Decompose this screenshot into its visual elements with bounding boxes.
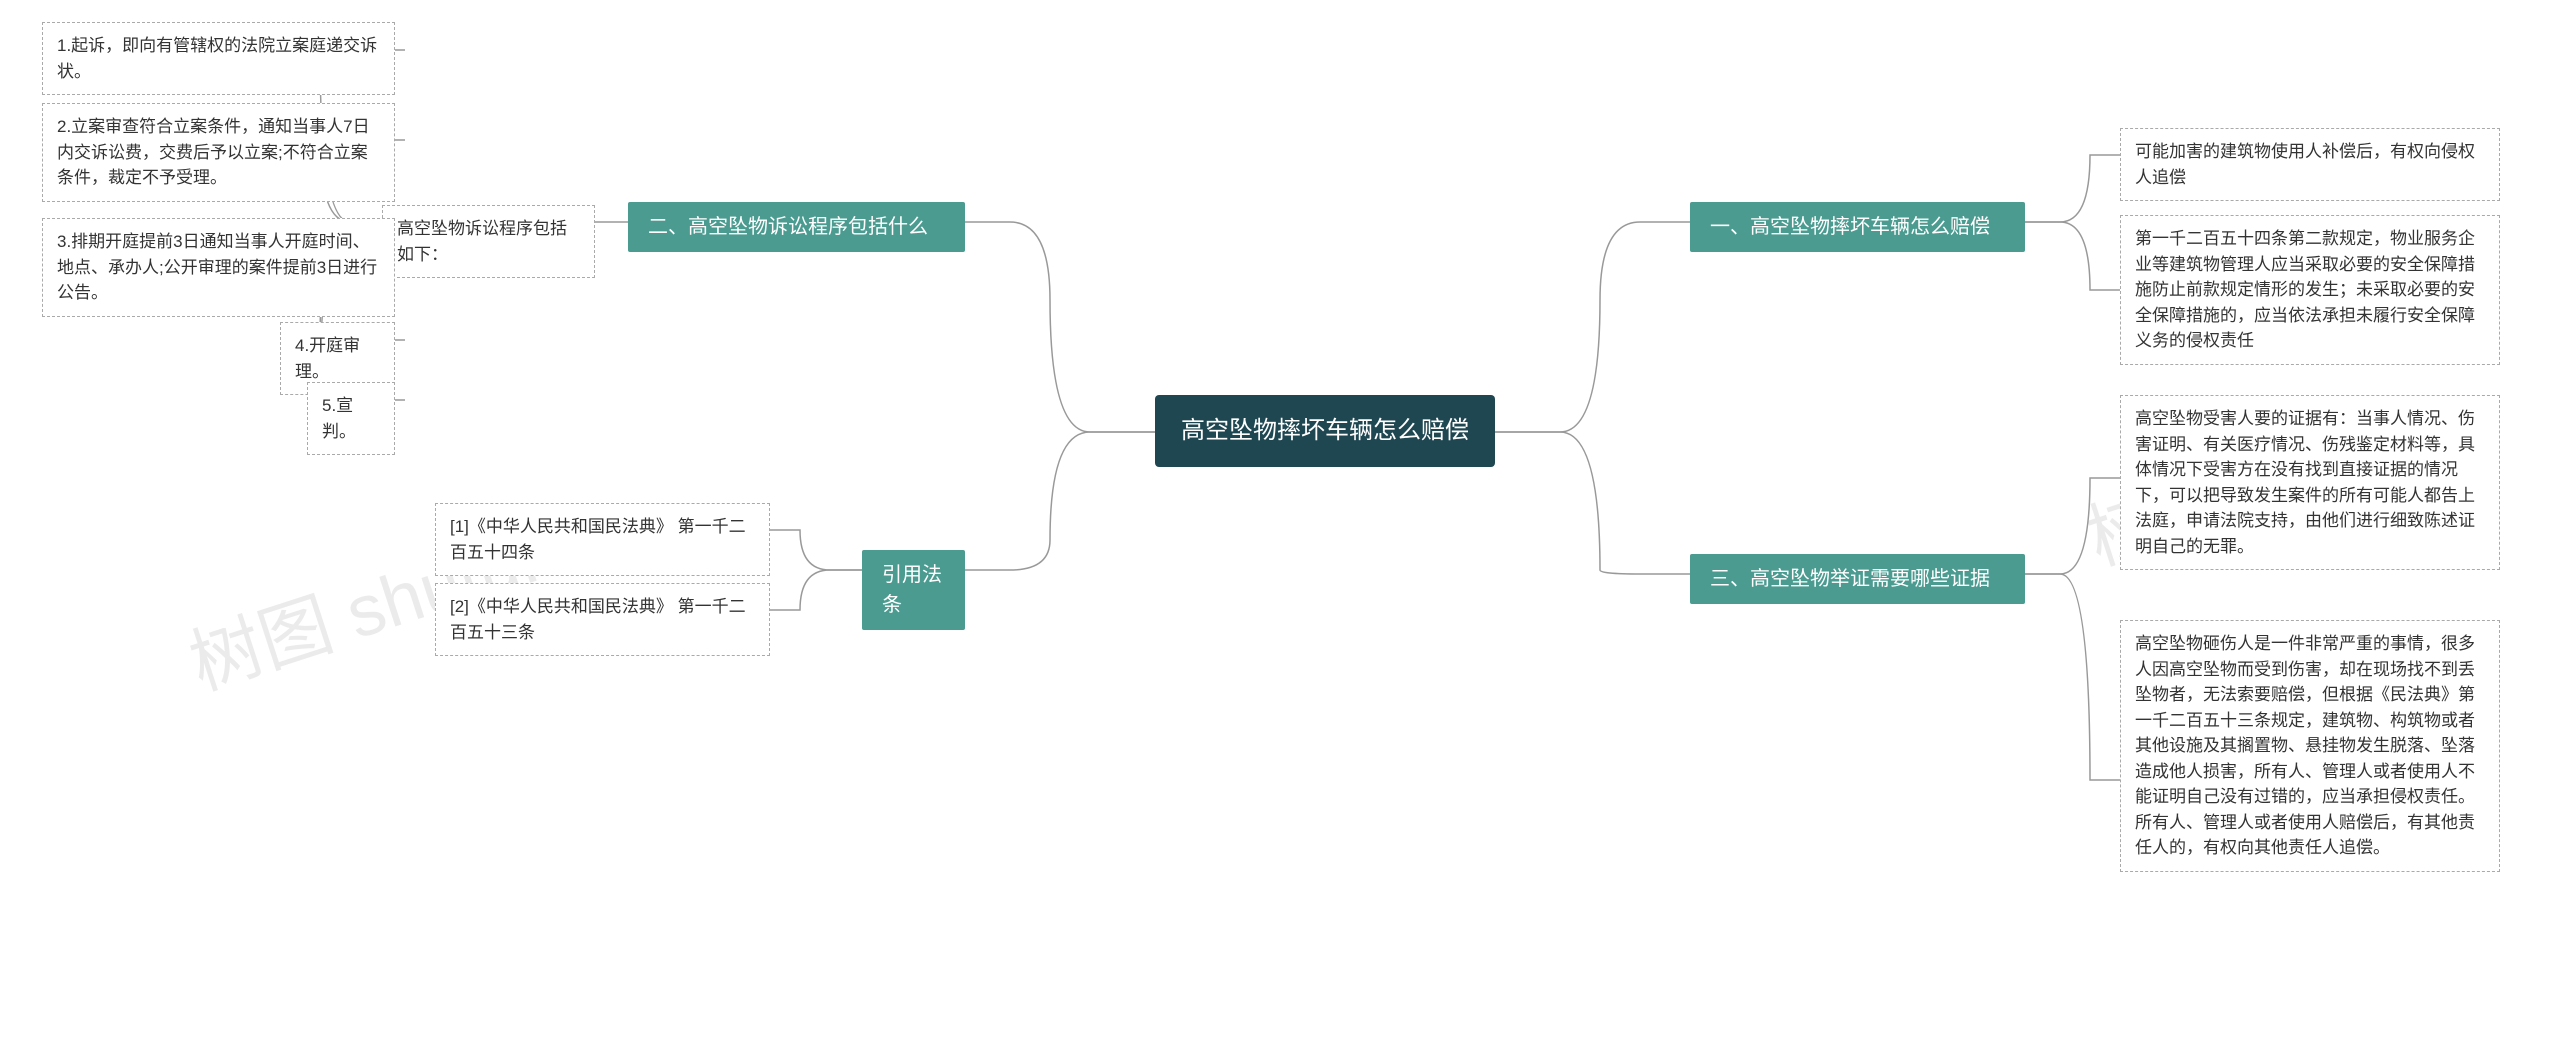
leaf-b4-1-text: [2]《中华人民共和国民法典》 第一千二百五十三条 [450,597,746,642]
branch-2-intermediate-text: 高空坠物诉讼程序包括如下： [397,219,567,264]
leaf-b3-1: 高空坠物砸伤人是一件非常严重的事情，很多人因高空坠物而受到伤害，却在现场找不到丢… [2120,620,2500,872]
leaf-b2-3-text: 4.开庭审理。 [295,336,360,381]
leaf-b2-1: 2.立案审查符合立案条件，通知当事人7日内交诉讼费，交费后予以立案;不符合立案条… [42,103,395,202]
leaf-b2-1-text: 2.立案审查符合立案条件，通知当事人7日内交诉讼费，交费后予以立案;不符合立案条… [57,117,370,187]
branch-1: 一、高空坠物摔坏车辆怎么赔偿 [1690,202,2025,252]
leaf-b3-0-text: 高空坠物受害人要的证据有：当事人情况、伤害证明、有关医疗情况、伤残鉴定材料等，具… [2135,409,2475,556]
branch-2: 二、高空坠物诉讼程序包括什么 [628,202,965,252]
root-label: 高空坠物摔坏车辆怎么赔偿 [1181,417,1469,444]
leaf-b2-4-text: 5.宣判。 [322,396,356,441]
leaf-b1-1-text: 第一千二百五十四条第二款规定，物业服务企业等建筑物管理人应当采取必要的安全保障措… [2135,229,2475,350]
branch-4: 引用法条 [862,550,965,630]
branch-3-label: 三、高空坠物举证需要哪些证据 [1710,568,1990,590]
leaf-b2-0: 1.起诉，即向有管辖权的法院立案庭递交诉状。 [42,22,395,95]
leaf-b2-4: 5.宣判。 [307,382,395,455]
leaf-b2-2-text: 3.排期开庭提前3日通知当事人开庭时间、地点、承办人;公开审理的案件提前3日进行… [57,232,377,302]
branch-3: 三、高空坠物举证需要哪些证据 [1690,554,2025,604]
leaf-b4-0-text: [1]《中华人民共和国民法典》 第一千二百五十四条 [450,517,746,562]
leaf-b3-0: 高空坠物受害人要的证据有：当事人情况、伤害证明、有关医疗情况、伤残鉴定材料等，具… [2120,395,2500,570]
root-node: 高空坠物摔坏车辆怎么赔偿 [1155,395,1495,467]
leaf-b2-2: 3.排期开庭提前3日通知当事人开庭时间、地点、承办人;公开审理的案件提前3日进行… [42,218,395,317]
branch-4-label: 引用法条 [882,564,942,616]
leaf-b2-0-text: 1.起诉，即向有管辖权的法院立案庭递交诉状。 [57,36,377,81]
leaf-b4-0: [1]《中华人民共和国民法典》 第一千二百五十四条 [435,503,770,576]
branch-1-label: 一、高空坠物摔坏车辆怎么赔偿 [1710,216,1990,238]
branch-2-label: 二、高空坠物诉讼程序包括什么 [648,216,928,238]
leaf-b4-1: [2]《中华人民共和国民法典》 第一千二百五十三条 [435,583,770,656]
leaf-b1-1: 第一千二百五十四条第二款规定，物业服务企业等建筑物管理人应当采取必要的安全保障措… [2120,215,2500,365]
leaf-b1-0: 可能加害的建筑物使用人补偿后，有权向侵权人追偿 [2120,128,2500,201]
leaf-b3-1-text: 高空坠物砸伤人是一件非常严重的事情，很多人因高空坠物而受到伤害，却在现场找不到丢… [2135,634,2475,857]
branch-2-intermediate: 高空坠物诉讼程序包括如下： [382,205,595,278]
leaf-b1-0-text: 可能加害的建筑物使用人补偿后，有权向侵权人追偿 [2135,142,2475,187]
